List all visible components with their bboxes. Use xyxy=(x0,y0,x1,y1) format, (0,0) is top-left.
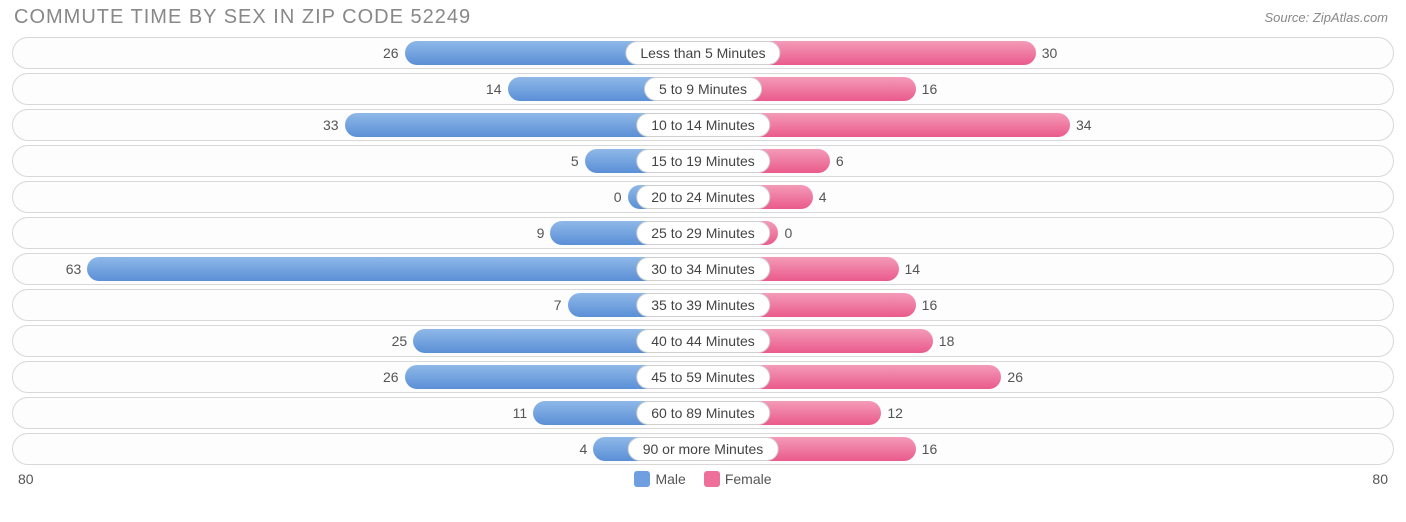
value-female: 26 xyxy=(1007,369,1023,385)
bar-male xyxy=(87,257,703,281)
value-female: 0 xyxy=(784,225,792,241)
value-male: 4 xyxy=(579,441,587,457)
category-pill: 5 to 9 Minutes xyxy=(644,77,762,101)
value-male: 33 xyxy=(323,117,339,133)
chart-header: COMMUTE TIME BY SEX IN ZIP CODE 52249 So… xyxy=(0,0,1406,37)
value-male: 5 xyxy=(571,153,579,169)
chart-container: COMMUTE TIME BY SEX IN ZIP CODE 52249 So… xyxy=(0,0,1406,522)
chart-row: 4 16 90 or more Minutes xyxy=(12,433,1394,465)
chart-row: 7 16 35 to 39 Minutes xyxy=(12,289,1394,321)
category-pill: 20 to 24 Minutes xyxy=(636,185,770,209)
chart-row: 26 26 45 to 59 Minutes xyxy=(12,361,1394,393)
chart-row: 63 14 30 to 34 Minutes xyxy=(12,253,1394,285)
chart-row: 26 30 Less than 5 Minutes xyxy=(12,37,1394,69)
chart-source: Source: ZipAtlas.com xyxy=(1264,10,1388,25)
legend-swatch-female xyxy=(704,471,720,487)
chart-body: 26 30 Less than 5 Minutes 14 16 5 to 9 Minute… xyxy=(0,37,1406,465)
legend-item-female: Female xyxy=(704,471,772,487)
category-pill: 10 to 14 Minutes xyxy=(636,113,770,137)
chart-row: 9 0 25 to 29 Minutes xyxy=(12,217,1394,249)
value-female: 16 xyxy=(922,81,938,97)
category-pill: 25 to 29 Minutes xyxy=(636,221,770,245)
value-female: 12 xyxy=(887,405,903,421)
value-female: 14 xyxy=(905,261,921,277)
value-male: 25 xyxy=(392,333,408,349)
chart-row: 25 18 40 to 44 Minutes xyxy=(12,325,1394,357)
value-male: 26 xyxy=(383,45,399,61)
value-male: 11 xyxy=(513,405,528,421)
value-female: 30 xyxy=(1042,45,1058,61)
value-female: 16 xyxy=(922,297,938,313)
category-pill: 40 to 44 Minutes xyxy=(636,329,770,353)
axis-left-max: 80 xyxy=(18,471,34,487)
value-female: 4 xyxy=(819,189,827,205)
axis-right-max: 80 xyxy=(1372,471,1388,487)
legend-label-female: Female xyxy=(725,471,772,487)
legend-item-male: Male xyxy=(634,471,685,487)
value-male: 14 xyxy=(486,81,502,97)
legend-swatch-male xyxy=(634,471,650,487)
category-pill: 45 to 59 Minutes xyxy=(636,365,770,389)
value-male: 9 xyxy=(537,225,545,241)
chart-title: COMMUTE TIME BY SEX IN ZIP CODE 52249 xyxy=(14,6,471,29)
chart-row: 5 6 15 to 19 Minutes xyxy=(12,145,1394,177)
value-female: 6 xyxy=(836,153,844,169)
chart-footer: 80 Male Female 80 xyxy=(0,469,1406,487)
value-male: 26 xyxy=(383,369,399,385)
category-pill: 90 or more Minutes xyxy=(628,437,779,461)
category-pill: 35 to 39 Minutes xyxy=(636,293,770,317)
value-male: 63 xyxy=(66,261,82,277)
chart-row: 0 4 20 to 24 Minutes xyxy=(12,181,1394,213)
category-pill: 60 to 89 Minutes xyxy=(636,401,770,425)
value-female: 34 xyxy=(1076,117,1092,133)
legend: Male Female xyxy=(634,471,771,487)
value-female: 18 xyxy=(939,333,955,349)
legend-label-male: Male xyxy=(655,471,685,487)
value-male: 7 xyxy=(554,297,562,313)
value-male: 0 xyxy=(614,189,622,205)
chart-row: 14 16 5 to 9 Minutes xyxy=(12,73,1394,105)
value-female: 16 xyxy=(922,441,938,457)
category-pill: 30 to 34 Minutes xyxy=(636,257,770,281)
chart-row: 33 34 10 to 14 Minutes xyxy=(12,109,1394,141)
chart-row: 11 12 60 to 89 Minutes xyxy=(12,397,1394,429)
category-pill: 15 to 19 Minutes xyxy=(636,149,770,173)
category-pill: Less than 5 Minutes xyxy=(625,41,780,65)
